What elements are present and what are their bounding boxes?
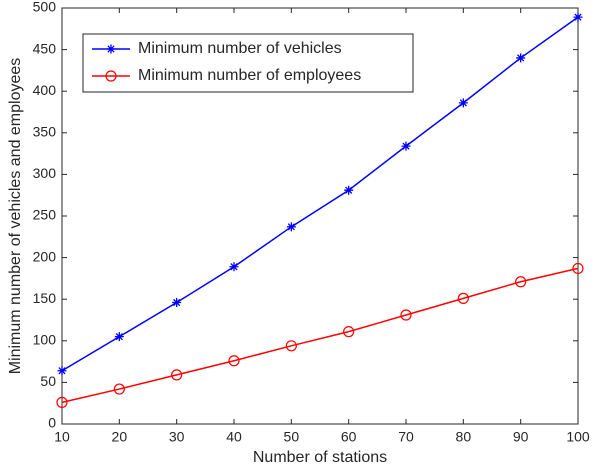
y-axis-label: Minimum number of vehicles and employees bbox=[7, 58, 24, 375]
marker bbox=[228, 355, 240, 367]
marker bbox=[56, 396, 68, 408]
y-tick-label: 100 bbox=[33, 332, 57, 348]
x-tick-label: 60 bbox=[341, 429, 357, 445]
series-line bbox=[61, 16, 579, 372]
y-tick-label: 200 bbox=[33, 248, 57, 264]
x-tick-label: 20 bbox=[112, 429, 128, 445]
marker bbox=[457, 292, 469, 304]
marker bbox=[572, 262, 584, 275]
legend-label: Minimum number of employees bbox=[138, 67, 361, 84]
x-tick-label: 10 bbox=[54, 429, 70, 445]
legend-box bbox=[82, 33, 414, 93]
marker bbox=[573, 12, 583, 22]
x-axis-label: Number of stations bbox=[253, 449, 387, 466]
marker bbox=[229, 262, 239, 272]
marker bbox=[516, 53, 526, 63]
x-tick-label: 30 bbox=[169, 429, 185, 445]
y-tick-label: 500 bbox=[33, 0, 57, 15]
marker bbox=[458, 98, 468, 108]
x-tick-label: 90 bbox=[513, 429, 529, 445]
y-tick-label: 150 bbox=[33, 290, 57, 306]
marker bbox=[344, 185, 354, 195]
legend-label: Minimum number of vehicles bbox=[138, 40, 342, 57]
marker bbox=[400, 309, 412, 321]
x-tick-label: 100 bbox=[566, 429, 590, 445]
y-tick-label: 250 bbox=[33, 207, 57, 223]
x-tick-label: 40 bbox=[226, 429, 242, 445]
marker bbox=[114, 332, 124, 342]
y-tick-label: 450 bbox=[33, 40, 57, 56]
x-tick-label: 80 bbox=[456, 429, 472, 445]
legend-marker bbox=[105, 70, 117, 82]
x-tick-label: 50 bbox=[284, 429, 300, 445]
marker bbox=[401, 141, 411, 151]
marker bbox=[172, 298, 182, 308]
series-line bbox=[61, 267, 579, 404]
marker bbox=[285, 340, 297, 352]
marker bbox=[171, 369, 183, 381]
y-tick-label: 300 bbox=[33, 165, 57, 181]
marker bbox=[113, 383, 125, 395]
marker bbox=[515, 276, 527, 288]
marker bbox=[57, 366, 67, 376]
marker bbox=[286, 222, 296, 232]
y-tick-label: 350 bbox=[33, 124, 57, 140]
legend-marker bbox=[106, 44, 116, 54]
y-tick-label: 50 bbox=[40, 373, 56, 389]
y-tick-label: 0 bbox=[48, 415, 56, 431]
marker bbox=[343, 326, 355, 338]
y-tick-label: 400 bbox=[33, 82, 57, 98]
x-tick-label: 70 bbox=[398, 429, 414, 445]
